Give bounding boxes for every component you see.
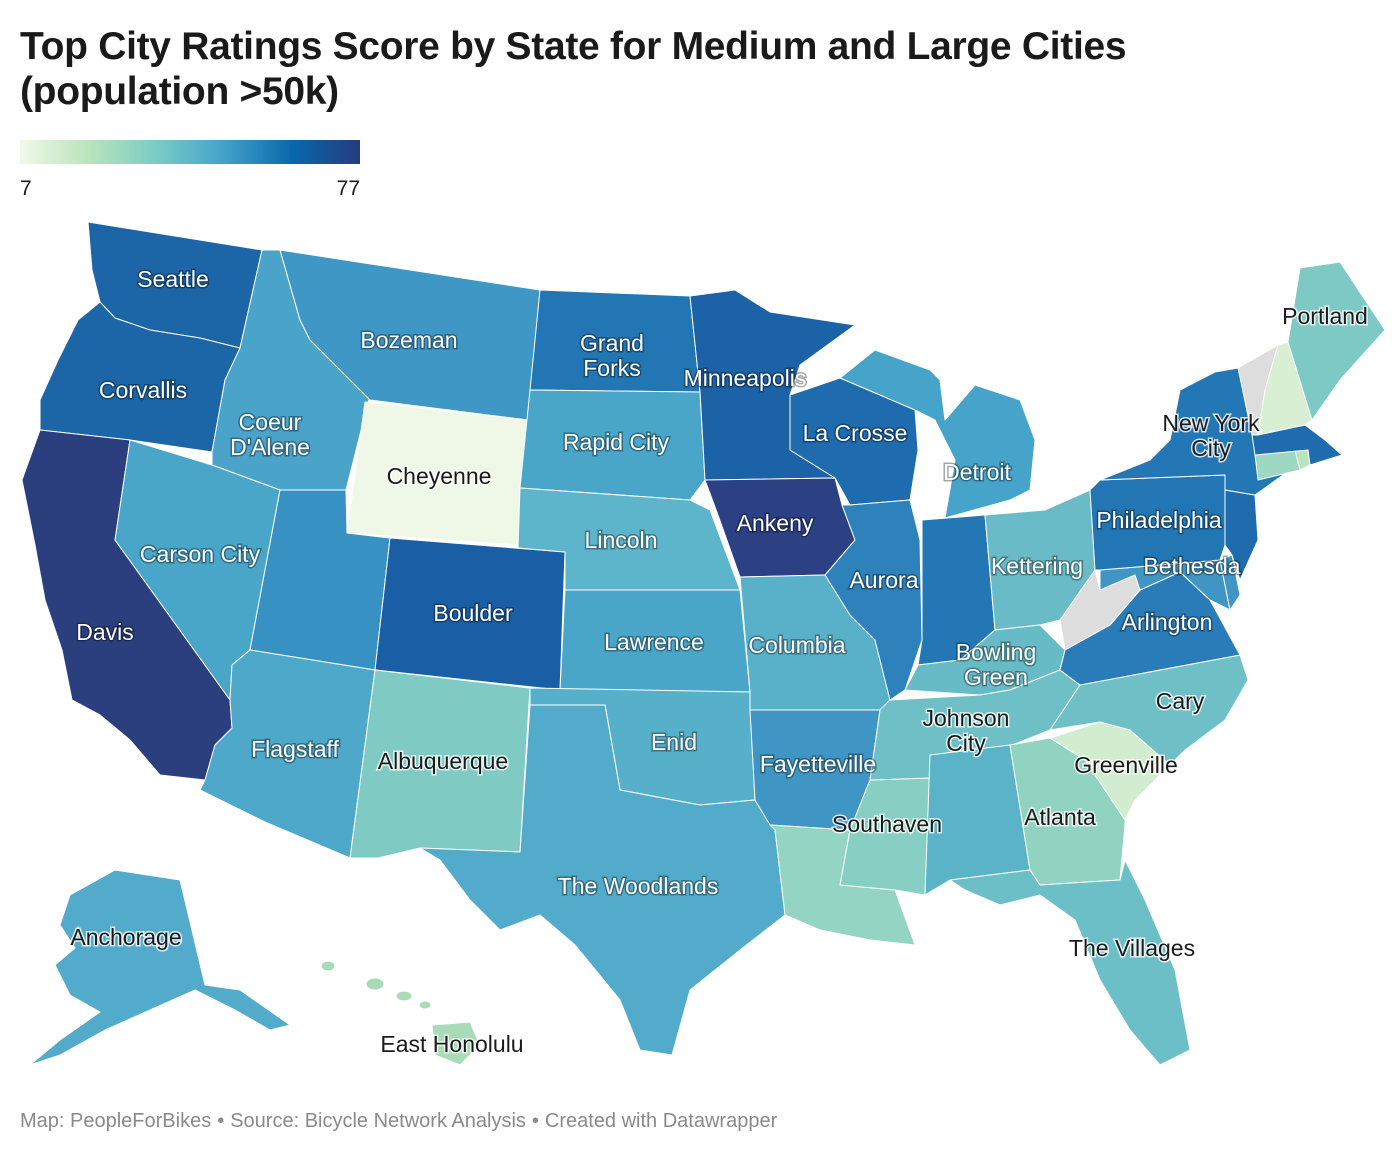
- city-label-fl: The Villages: [1069, 935, 1195, 961]
- city-label-ks: Lawrence: [604, 629, 704, 655]
- footer-separator: •: [531, 1110, 539, 1132]
- city-label-nm: Albuquerque: [378, 748, 508, 774]
- city-label-ut_co: Boulder: [433, 600, 513, 626]
- state-ME[interactable]: [1287, 261, 1386, 421]
- city-label-wi: La Crosse: [803, 420, 908, 446]
- state-IL[interactable]: [824, 499, 923, 701]
- city-label-ky: Bowling: [956, 639, 1037, 665]
- city-label-ca: Davis: [76, 619, 134, 645]
- city-label-nd: Grand: [580, 330, 644, 356]
- city-label-or: Corvallis: [99, 377, 187, 403]
- city-label-nd: Forks: [583, 355, 641, 381]
- city-label-id: Coeur: [239, 409, 302, 435]
- city-label-az: Flagstaff: [251, 736, 339, 762]
- footer-separator: •: [217, 1110, 225, 1132]
- city-label-pa: Philadelphia: [1096, 507, 1222, 533]
- city-label-mo: Columbia: [748, 632, 845, 658]
- city-label-nc: Cary: [1156, 688, 1205, 714]
- city-label-ok: Enid: [651, 729, 697, 755]
- state-FL[interactable]: [949, 859, 1191, 1066]
- state-HI[interactable]: [320, 960, 481, 1066]
- city-label-hi: East Honolulu: [380, 1031, 523, 1057]
- city-label-ms: Southaven: [832, 811, 942, 837]
- city-label-wy: Cheyenne: [387, 463, 492, 489]
- legend-max-label: 77: [336, 177, 360, 200]
- city-label-tx: The Woodlands: [558, 873, 719, 899]
- city-label-mn: Minneapolis: [684, 365, 807, 391]
- state-MI[interactable]: [839, 349, 1036, 519]
- city-label-ne: Lincoln: [585, 527, 658, 553]
- city-label-ia: Ankeny: [737, 510, 814, 536]
- city-label-ak: Anchorage: [70, 924, 181, 950]
- city-label-mi: Detroit: [943, 459, 1011, 485]
- city-label-ny: City: [1191, 435, 1231, 461]
- city-label-sd: Rapid City: [563, 429, 670, 455]
- footer-tool: Created with Datawrapper: [544, 1110, 778, 1132]
- city-label-tn: Johnson: [923, 705, 1010, 731]
- city-label-sc: Greenville: [1074, 752, 1178, 778]
- city-label-ky: Green: [964, 664, 1028, 690]
- city-label-tn: City: [946, 730, 986, 756]
- city-label-il: Aurora: [849, 567, 918, 593]
- legend-gradient-bar: [20, 140, 360, 164]
- city-label-mt: Bozeman: [360, 327, 457, 353]
- city-label-oh: Kettering: [991, 553, 1083, 579]
- legend-min-label: 7: [20, 177, 32, 200]
- city-label-md: Bethesda: [1143, 553, 1240, 579]
- city-label-me: Portland: [1282, 303, 1368, 329]
- state-MA[interactable]: [1251, 424, 1343, 466]
- city-label-wa: Seattle: [137, 266, 209, 292]
- state-AK[interactable]: [29, 869, 291, 1066]
- state-TX[interactable]: [419, 704, 786, 1056]
- footer-credits: Map: PeopleForBikes • Source: Bicycle Netw…: [20, 1110, 777, 1133]
- state-SD[interactable]: [519, 389, 706, 501]
- state-shapes: [21, 221, 1386, 1066]
- footer-map-credit: Map: PeopleForBikes: [20, 1110, 212, 1132]
- city-label-va: Arlington: [1122, 609, 1213, 635]
- city-label-ar: Fayetteville: [760, 751, 876, 777]
- footer-source: Source: Bicycle Network Analysis: [230, 1110, 526, 1132]
- city-label-ga: Atlanta: [1024, 804, 1096, 830]
- map-title: Top City Ratings Score by State for Medi…: [20, 25, 1127, 113]
- color-legend: 7 77: [20, 140, 360, 200]
- state-DE[interactable]: [1219, 554, 1241, 611]
- city-label-nv: Carson City: [140, 541, 261, 567]
- city-label-ny: New York: [1162, 410, 1260, 436]
- city-label-id: D'Alene: [230, 434, 310, 460]
